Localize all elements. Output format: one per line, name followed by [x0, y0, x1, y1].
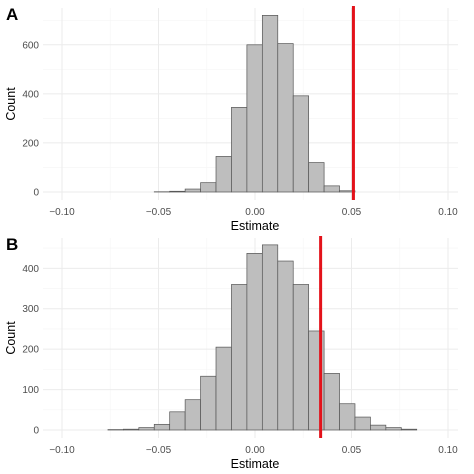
histogram-bar	[200, 182, 217, 193]
y-axis-label: Count	[4, 87, 18, 121]
histogram-bar	[308, 162, 325, 193]
histogram-bar	[323, 185, 340, 193]
y-tick-label: 400	[22, 89, 39, 100]
x-tick-label: −0.10	[49, 445, 75, 456]
x-axis-label: Estimate	[231, 457, 280, 471]
panel-letter: A	[6, 5, 18, 24]
y-tick-label: 200	[22, 345, 39, 356]
histogram-bar	[231, 284, 248, 431]
x-tick-label: 0.05	[342, 207, 362, 218]
x-tick-label: 0.10	[438, 445, 458, 456]
histogram-bar	[370, 424, 387, 431]
histogram-bar	[138, 427, 155, 431]
panel-a: −0.10 −0.05 0.00 0.05 0.10 0 200 400 600 Estimate…	[4, 5, 458, 233]
x-tick-label: 0.00	[245, 445, 265, 456]
histogram-bar	[215, 156, 232, 193]
histogram-bar	[246, 44, 263, 193]
histogram-bar	[339, 190, 356, 193]
y-tick-label: 600	[22, 40, 39, 51]
histogram-bar	[123, 428, 140, 431]
histogram-bar	[292, 95, 310, 193]
panel-b: −0.10 −0.05 0.00 0.05 0.10 0 100 200 300 400 Estim…	[4, 235, 458, 471]
x-tick-label: −0.10	[49, 207, 75, 218]
panel-letter: B	[6, 235, 18, 254]
histogram-bar	[184, 399, 201, 431]
histogram-bar	[261, 244, 279, 431]
y-tick-label: 200	[22, 138, 39, 149]
y-tick-label: 400	[22, 264, 39, 275]
x-tick-label: −0.05	[146, 445, 172, 456]
histogram-bar	[354, 416, 371, 431]
histogram-bar	[277, 260, 294, 431]
histogram-bar	[215, 346, 232, 431]
histogram-bar	[400, 428, 418, 431]
histogram-bar	[292, 284, 310, 431]
histogram-bar	[153, 423, 171, 431]
histogram-bar	[261, 15, 279, 193]
histogram-bar	[339, 403, 356, 431]
y-axis-label: Count	[4, 321, 18, 355]
y-tick-label: 0	[33, 188, 39, 199]
x-tick-label: 0.05	[342, 445, 362, 456]
y-tick-label: 300	[22, 304, 39, 315]
histogram-bar	[200, 375, 217, 431]
x-tick-label: 0.00	[245, 207, 265, 218]
histogram-bar	[277, 43, 294, 193]
histogram-bar	[323, 373, 340, 431]
x-tick-label: −0.05	[146, 207, 172, 218]
y-tick-label: 0	[33, 426, 39, 437]
histogram-bar	[169, 190, 186, 193]
histogram-bar	[184, 188, 201, 193]
histogram-bar	[169, 411, 186, 431]
y-tick-label: 100	[22, 385, 39, 396]
histogram-bar	[246, 253, 263, 431]
histogram-bar	[231, 107, 248, 193]
x-tick-label: 0.10	[438, 207, 458, 218]
x-axis-label: Estimate	[231, 219, 280, 233]
histogram-bar	[385, 427, 402, 431]
